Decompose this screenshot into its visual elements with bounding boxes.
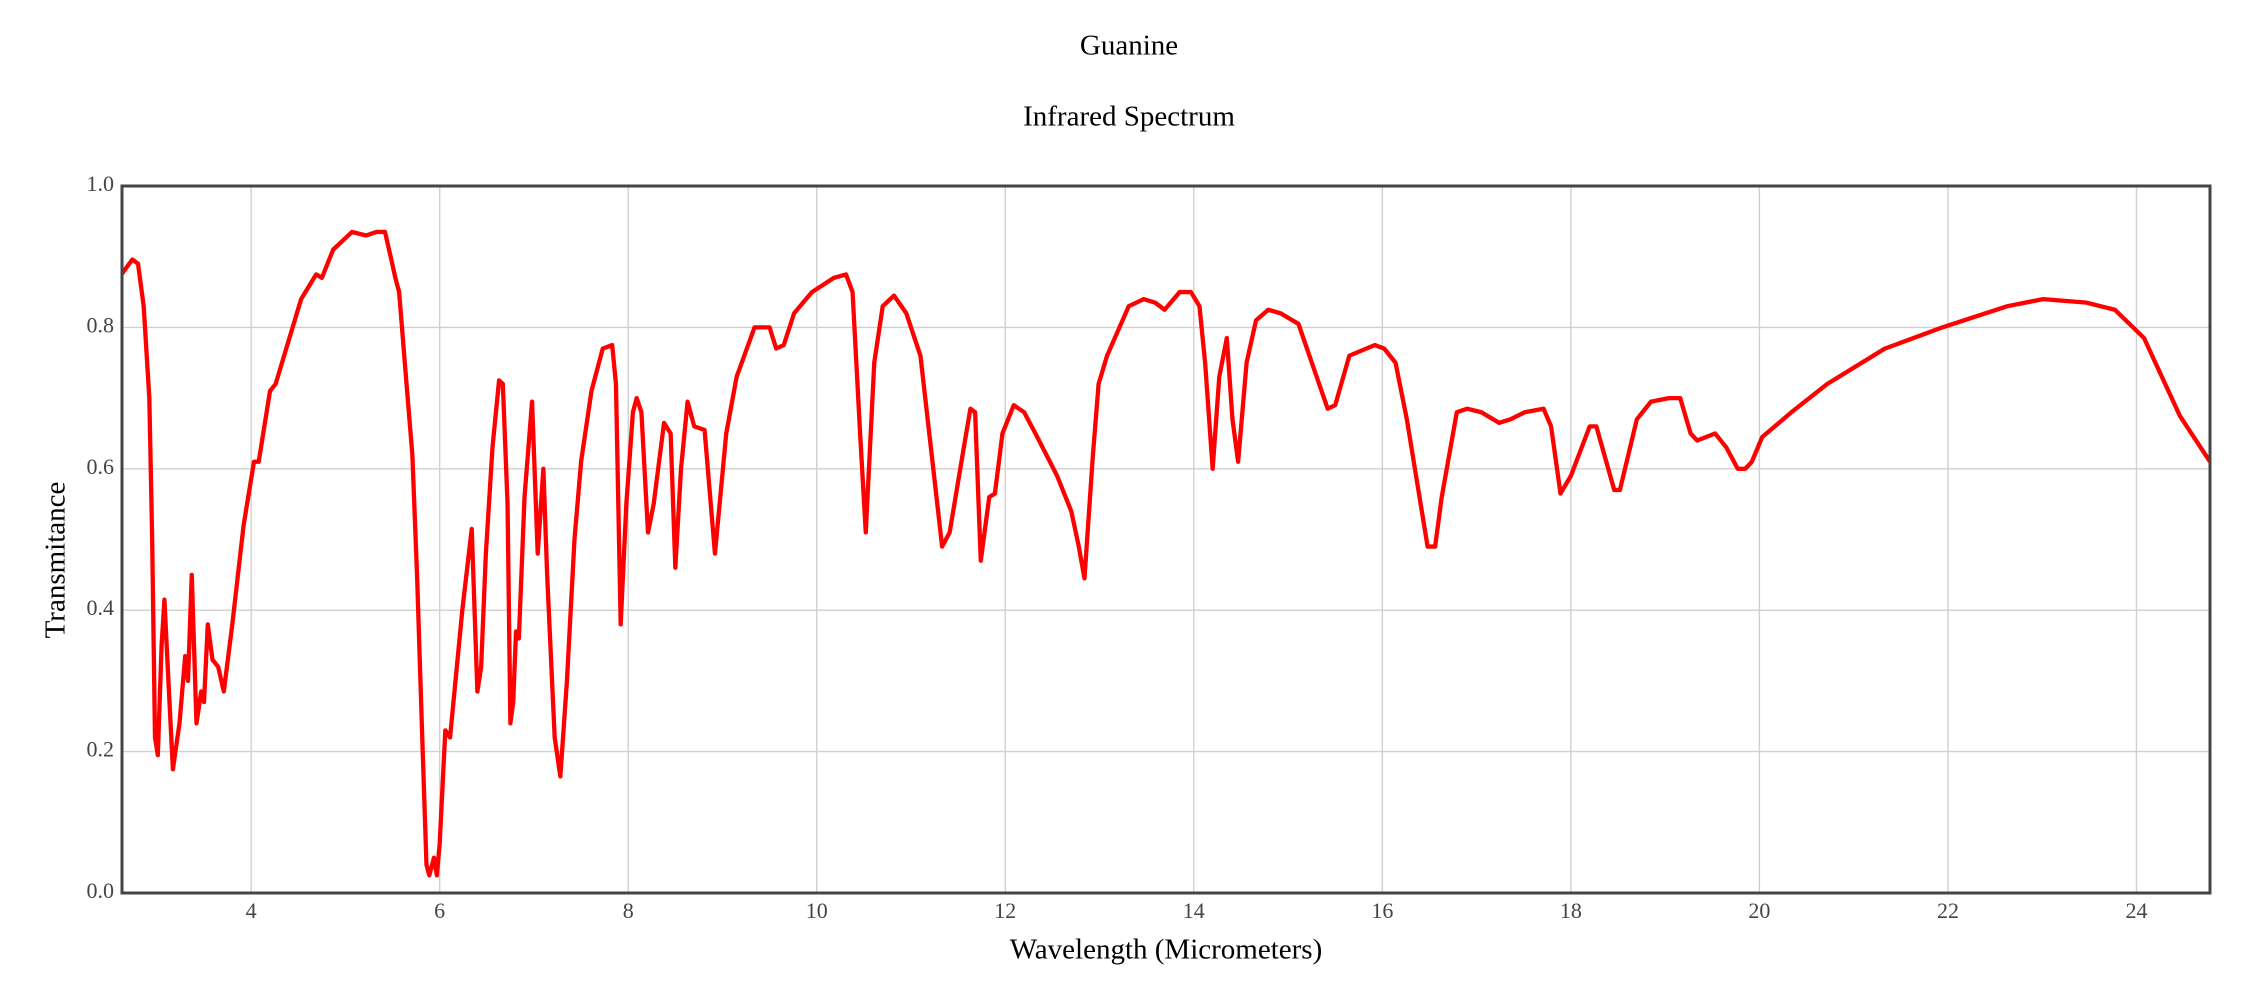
x-tick-label: 4 — [246, 898, 257, 923]
x-tick-label: 22 — [1937, 898, 1959, 923]
spectrum-line — [120, 229, 2212, 878]
x-tick-label: 8 — [623, 898, 634, 923]
x-tick-label: 10 — [806, 898, 828, 923]
x-tick-label: 14 — [1183, 898, 1205, 923]
y-tick-label: 0.6 — [87, 454, 115, 479]
chart-title: Guanine — [1080, 30, 1178, 62]
y-tick-label: 0.2 — [87, 737, 115, 762]
y-tick-label: 0.4 — [87, 595, 115, 620]
x-tick-label: 12 — [994, 898, 1016, 923]
x-tick-label: 24 — [2125, 898, 2147, 923]
y-tick-label: 1.0 — [87, 171, 115, 196]
x-tick-label: 20 — [1748, 898, 1770, 923]
y-tick-label: 0.0 — [87, 878, 115, 903]
y-axis-label: Transmitance — [40, 482, 72, 639]
plot-frame — [120, 184, 2212, 895]
x-tick-label: 16 — [1371, 898, 1393, 923]
y-tick-label: 0.8 — [87, 312, 115, 337]
x-tick-label: 18 — [1560, 898, 1582, 923]
chart-subtitle: Infrared Spectrum — [1023, 101, 1235, 133]
x-axis-label: Wavelength (Micrometers) — [1010, 934, 1323, 966]
x-tick-label: 6 — [434, 898, 445, 923]
